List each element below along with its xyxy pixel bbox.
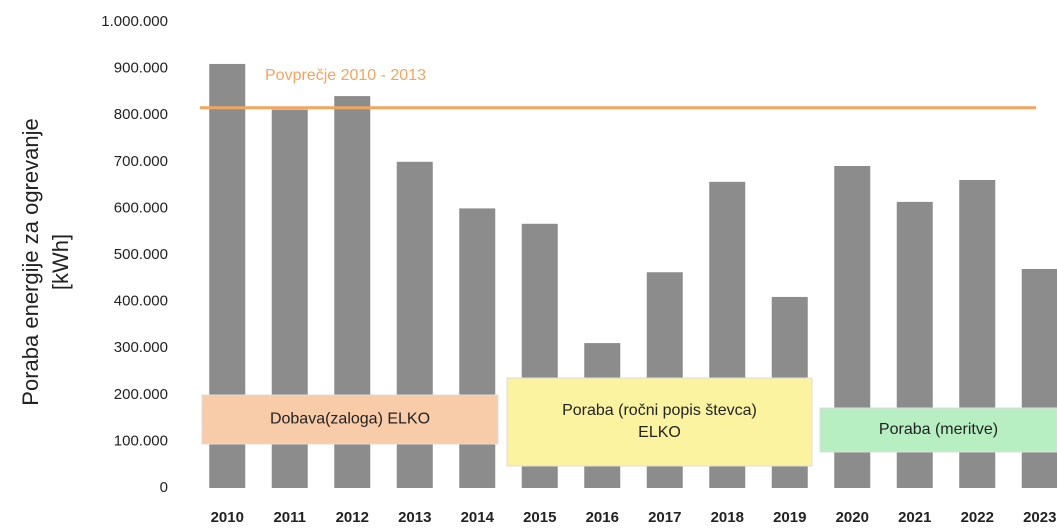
annotation-text: ELKO: [638, 424, 681, 441]
y-tick-label: 400.000: [114, 293, 168, 310]
x-tick-label: 2020: [836, 509, 869, 526]
y-tick-label: 300.000: [114, 339, 168, 356]
annotation-box: [506, 377, 813, 467]
y-tick-label: 1.000.000: [101, 13, 168, 30]
x-tick-label: 2021: [898, 509, 931, 526]
annotation-text: Poraba (ročni popis števca): [562, 402, 757, 419]
x-tick-label: 2011: [273, 509, 306, 526]
y-tick-label: 500.000: [114, 246, 168, 263]
x-tick-label: 2023: [1023, 509, 1056, 526]
y-axis-label: [kWh]: [48, 234, 73, 290]
x-tick-label: 2017: [648, 509, 681, 526]
y-tick-label: 900.000: [114, 60, 168, 77]
annotation-text: Poraba (meritve): [879, 421, 998, 438]
y-tick-label: 800.000: [114, 106, 168, 123]
y-tick-label: 600.000: [114, 199, 168, 216]
y-axis-label: Poraba energije za ogrevanje: [18, 118, 43, 405]
y-tick-label: 200.000: [114, 386, 168, 403]
x-tick-label: 2014: [461, 509, 495, 526]
average-label: Povprečje 2010 - 2013: [265, 67, 426, 84]
x-tick-label: 2012: [336, 509, 369, 526]
x-tick-label: 2022: [961, 509, 994, 526]
x-tick-label: 2015: [523, 509, 556, 526]
bar: [1021, 268, 1057, 488]
x-tick-label: 2010: [211, 509, 244, 526]
y-tick-label: 0: [160, 479, 168, 496]
bar: [459, 208, 496, 488]
y-tick-label: 100.000: [114, 432, 168, 449]
y-tick-label: 700.000: [114, 153, 168, 170]
annotation-box: [819, 407, 1057, 453]
x-tick-label: 2019: [773, 509, 806, 526]
x-tick-label: 2016: [586, 509, 619, 526]
x-tick-label: 2013: [398, 509, 431, 526]
x-tick-label: 2018: [711, 509, 744, 526]
annotation-text: Dobava(zaloga) ELKO: [270, 411, 430, 428]
annotation-box: [201, 394, 499, 445]
